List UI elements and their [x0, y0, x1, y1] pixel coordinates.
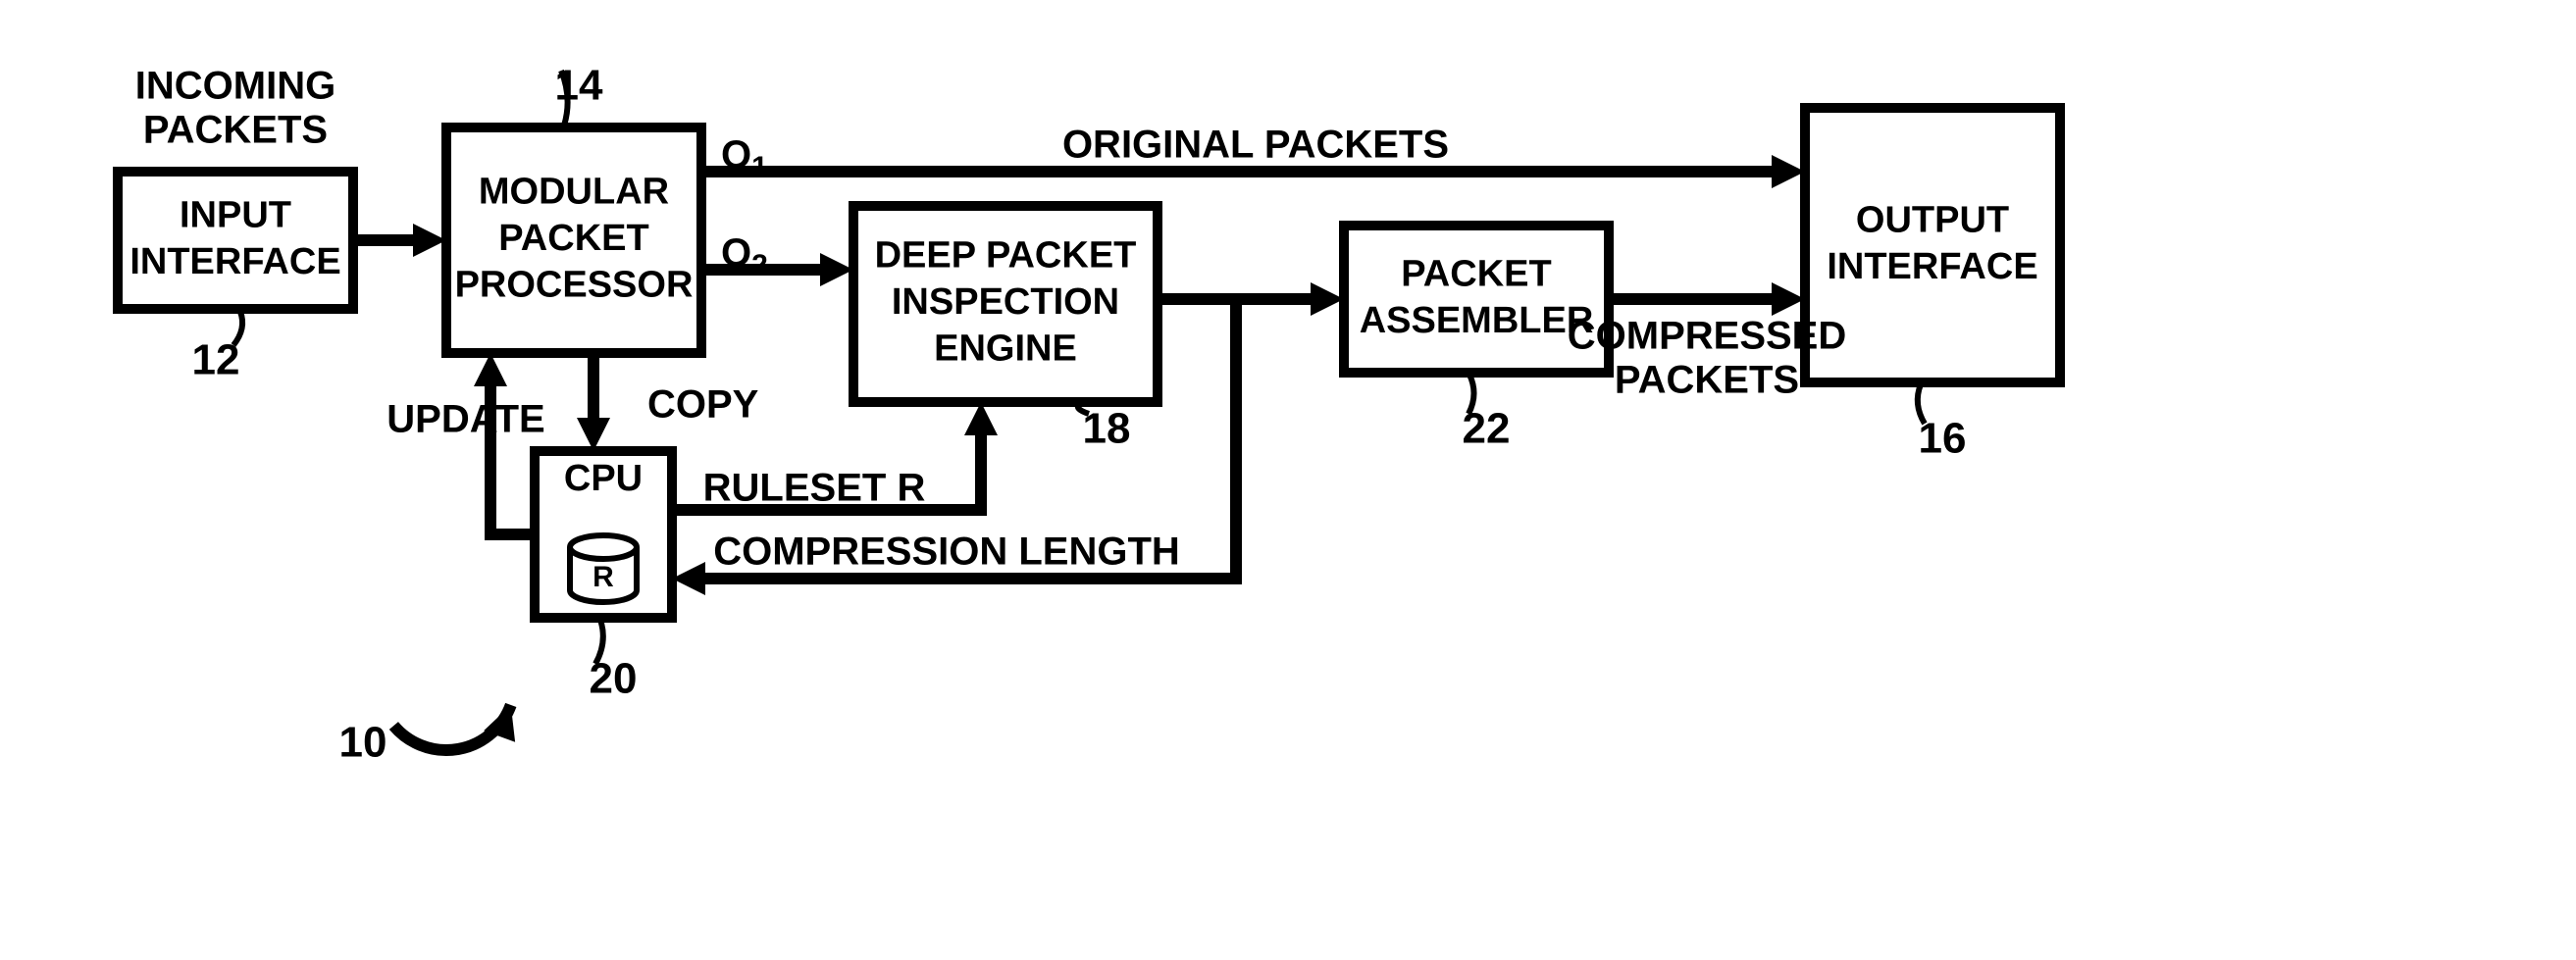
input-label-line: INTERFACE [129, 241, 340, 282]
cpu-db-label: R [592, 561, 614, 593]
ref-14: 14 [555, 62, 603, 126]
svg-text:16: 16 [1919, 415, 1967, 463]
edge-asm_to_out [1609, 282, 1805, 316]
svg-text:18: 18 [1083, 405, 1131, 453]
dpi-label-line: INSPECTION [892, 281, 1119, 323]
ref-20: 20 [590, 620, 638, 703]
svg-text:12: 12 [192, 336, 240, 384]
assembler-label-line: ASSEMBLER [1360, 300, 1594, 341]
ref-12: 12 [192, 312, 243, 384]
svg-text:INCOMING: INCOMING [135, 65, 335, 108]
ref-16: 16 [1918, 384, 1967, 463]
edge-mpp_copy_cpu [577, 353, 610, 451]
svg-text:20: 20 [590, 655, 638, 703]
svg-text:PACKETS: PACKETS [1615, 359, 1799, 402]
svg-text:14: 14 [555, 62, 603, 110]
edge-dpi_to_asm [1158, 282, 1344, 316]
svg-text:O1: O1 [721, 133, 768, 183]
svg-text:PACKETS: PACKETS [143, 109, 328, 152]
label-copy: COPY [647, 383, 759, 427]
mpp-box: MODULAR PACKET PROCESSOR [446, 127, 701, 353]
svg-text:10: 10 [339, 719, 387, 767]
input-box: INPUT INTERFACE [118, 172, 353, 309]
label-o2: O2 [721, 231, 768, 281]
mpp-label-line: PROCESSOR [455, 265, 694, 306]
svg-text:COMPRESSED: COMPRESSED [1568, 315, 1847, 358]
ref-22: 22 [1463, 375, 1511, 453]
output-label-line: INTERFACE [1827, 246, 2037, 287]
assembler-label-line: PACKET [1401, 253, 1551, 294]
ref-10-arrow [393, 705, 515, 750]
cpu-label: CPU [564, 458, 643, 499]
dpi-label-line: ENGINE [934, 328, 1077, 370]
label-incoming: INCOMINGPACKETS [135, 65, 335, 152]
label-ruleset: RULESET R [703, 467, 926, 510]
edge-in_to_mpp [353, 224, 446, 257]
dpi-label-line: DEEP PACKET [875, 235, 1137, 277]
input-label-line: INPUT [180, 194, 291, 235]
output-label-line: OUTPUT [1856, 199, 2009, 240]
label-o1: O1 [721, 133, 768, 183]
label-update: UPDATE [386, 398, 544, 441]
edge-cpu_update_mpp [474, 353, 535, 534]
mpp-label-line: MODULAR [479, 172, 669, 213]
ref-10: 10 [339, 719, 387, 767]
label-compression-length: COMPRESSION LENGTH [713, 531, 1180, 574]
ref-18: 18 [1078, 404, 1131, 453]
svg-text:22: 22 [1463, 405, 1511, 453]
dpi-box: DEEP PACKETINSPECTION ENGINE [853, 206, 1158, 402]
label-original-packets: ORIGINAL PACKETS [1062, 124, 1449, 167]
svg-text:O2: O2 [721, 231, 768, 281]
mpp-label-line: PACKET [498, 218, 648, 259]
